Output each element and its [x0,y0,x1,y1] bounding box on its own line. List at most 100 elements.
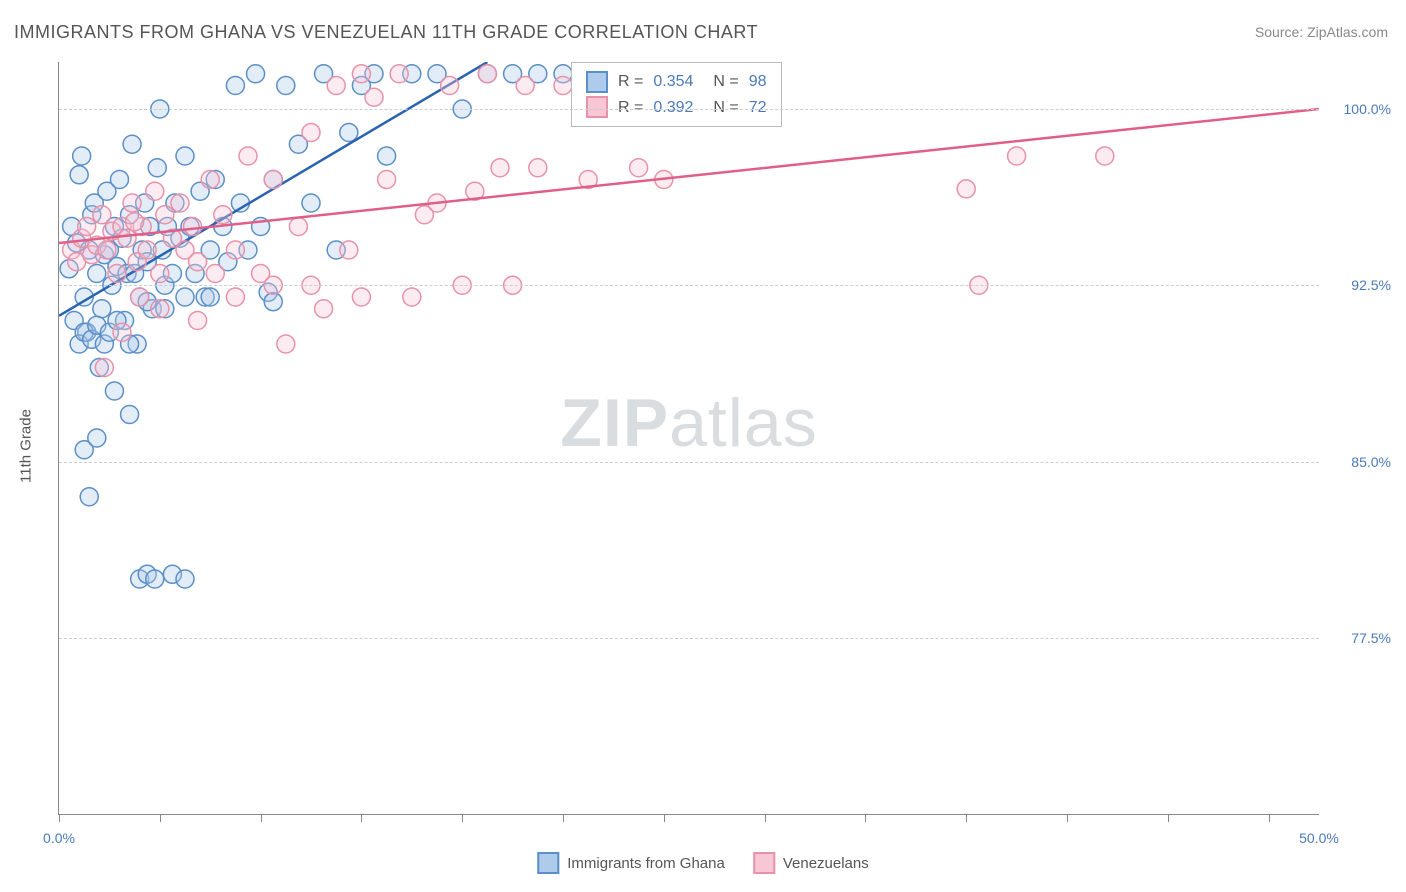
legend-item-2: Venezuelans [753,852,869,874]
scatter-point [184,218,202,236]
x-tick [664,814,665,822]
n-label: N = [713,69,738,95]
scatter-point [151,300,169,318]
y-tick-label: 92.5% [1351,277,1391,293]
scatter-point [491,159,509,177]
y-axis-title: 11th Grade [18,409,35,483]
x-tick-label-max: 50.0% [1299,830,1339,846]
n-value-2: 72 [749,95,767,121]
scatter-point [88,429,106,447]
scatter-point [1008,147,1026,165]
scatter-point [352,288,370,306]
n-value-1: 98 [749,69,767,95]
gridline-h [59,285,1319,286]
r-value-2: 0.392 [653,95,693,121]
scatter-point [126,213,144,231]
stats-box: R = 0.354 N = 98 R = 0.392 N = 72 [571,62,782,127]
scatter-point [189,312,207,330]
x-tick [160,814,161,822]
x-tick [1067,814,1068,822]
legend-swatch-2 [753,852,775,874]
scatter-point [277,77,295,95]
legend-item-1: Immigrants from Ghana [537,852,725,874]
r-label: R = [618,95,643,121]
scatter-point [201,288,219,306]
scatter-point [302,194,320,212]
scatter-point [123,135,141,153]
x-tick [1269,814,1270,822]
scatter-point [78,218,96,236]
scatter-point [93,300,111,318]
scatter-point [138,241,156,259]
scatter-point [277,335,295,353]
scatter-point [93,206,111,224]
scatter-point [340,124,358,142]
scatter-point [630,159,648,177]
scatter-point [110,171,128,189]
scatter-point [70,166,88,184]
swatch-series-1 [586,71,608,93]
scatter-point [390,65,408,83]
stats-row-1: R = 0.354 N = 98 [586,69,767,95]
scatter-point [478,65,496,83]
scatter-point [289,218,307,236]
x-tick [865,814,866,822]
scatter-point [113,323,131,341]
scatter-point [1096,147,1114,165]
x-tick [59,814,60,822]
y-tick-label: 85.0% [1351,454,1391,470]
scatter-point [247,65,265,83]
legend-label-1: Immigrants from Ghana [567,855,725,872]
scatter-point [352,65,370,83]
n-label: N = [713,95,738,121]
scatter-point [239,147,257,165]
legend-label-2: Venezuelans [783,855,869,872]
scatter-point [206,265,224,283]
x-tick [361,814,362,822]
scatter-point [226,288,244,306]
x-tick-label-min: 0.0% [43,830,75,846]
scatter-point [441,77,459,95]
legend-swatch-1 [537,852,559,874]
gridline-h [59,109,1319,110]
scatter-point [118,229,136,247]
scatter-point [176,288,194,306]
chart-container: IMMIGRANTS FROM GHANA VS VENEZUELAN 11TH… [0,0,1406,892]
scatter-svg [59,62,1319,814]
scatter-point [302,124,320,142]
scatter-point [146,182,164,200]
scatter-point [123,194,141,212]
r-value-1: 0.354 [653,69,693,95]
scatter-point [214,206,232,224]
x-tick [462,814,463,822]
scatter-point [378,171,396,189]
scatter-point [80,488,98,506]
x-tick [563,814,564,822]
scatter-point [264,171,282,189]
scatter-point [554,77,572,95]
scatter-point [171,194,189,212]
x-tick [966,814,967,822]
r-label: R = [618,69,643,95]
scatter-point [98,241,116,259]
plot-area: ZIPatlas R = 0.354 N = 98 R = 0.392 N = … [58,62,1319,815]
scatter-point [516,77,534,95]
x-tick [261,814,262,822]
swatch-series-2 [586,96,608,118]
scatter-point [201,171,219,189]
scatter-point [146,570,164,588]
x-tick [765,814,766,822]
scatter-point [403,288,421,306]
bottom-legend: Immigrants from Ghana Venezuelans [537,852,868,874]
trend-line [59,109,1319,243]
gridline-h [59,638,1319,639]
scatter-point [226,77,244,95]
y-tick-label: 100.0% [1344,101,1391,117]
scatter-point [176,147,194,165]
scatter-point [88,265,106,283]
scatter-point [131,288,149,306]
scatter-point [365,88,383,106]
scatter-point [73,147,91,165]
source-label: Source: ZipAtlas.com [1255,24,1388,40]
scatter-point [378,147,396,165]
